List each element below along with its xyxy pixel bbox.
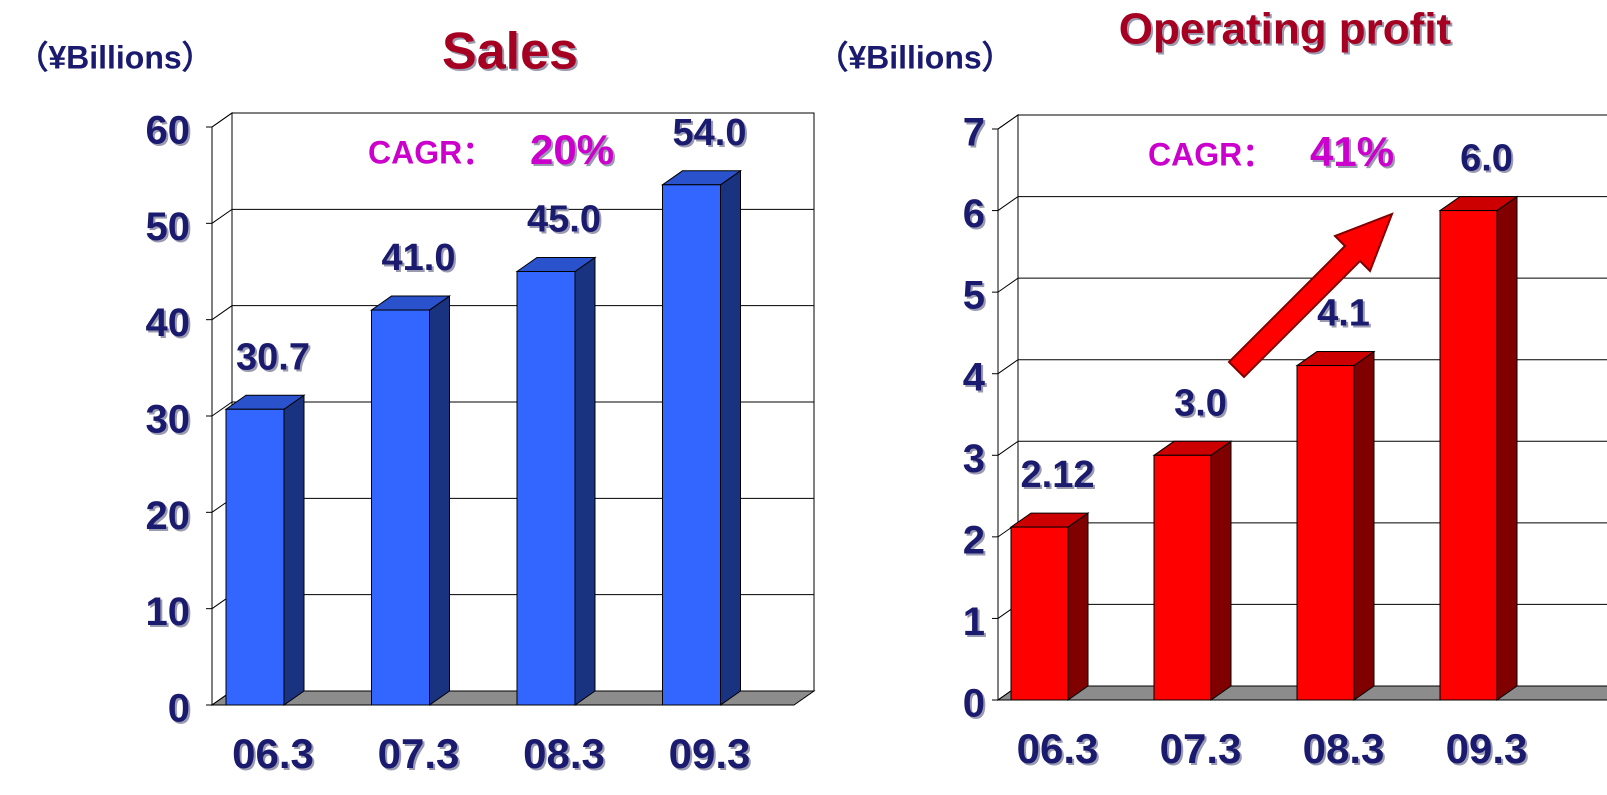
grid-line bbox=[211, 401, 814, 417]
y-axis-label: （¥Billions） bbox=[16, 39, 213, 75]
x-tick-label: 06.3 bbox=[232, 730, 314, 777]
grid-line bbox=[997, 114, 1607, 130]
chart-title: Operating profit bbox=[1119, 5, 1452, 54]
grid-line bbox=[997, 277, 1607, 293]
value-label: 45.0 bbox=[527, 199, 601, 241]
y-tick-label: 40 bbox=[146, 301, 191, 345]
bar bbox=[1439, 210, 1498, 701]
annotation-value: 41% bbox=[1310, 128, 1394, 175]
annotation-label: CAGR： bbox=[368, 134, 494, 170]
value-label: 41.0 bbox=[382, 237, 456, 279]
bar-side bbox=[1067, 512, 1089, 701]
bar-side bbox=[429, 295, 450, 706]
bar bbox=[1296, 365, 1355, 701]
y-tick-label: 50 bbox=[146, 205, 191, 249]
grid-line bbox=[997, 196, 1607, 211]
value-label: 54.0 bbox=[673, 112, 747, 154]
value-label: 2.12 bbox=[1021, 454, 1095, 496]
annotation-value: 20% bbox=[530, 126, 614, 173]
y-tick-label: 20 bbox=[146, 494, 191, 538]
y-tick-label: 30 bbox=[146, 398, 191, 442]
x-tick-label: 09.3 bbox=[669, 730, 751, 777]
y-tick-label: 60 bbox=[146, 109, 191, 153]
y-tick-label: 1 bbox=[963, 600, 985, 644]
y-tick-label: 10 bbox=[146, 590, 191, 634]
bar bbox=[1153, 454, 1212, 701]
y-axis-label: （¥Billions） bbox=[816, 39, 1013, 75]
value-label: 4.1 bbox=[1317, 293, 1370, 335]
x-tick-label: 08.3 bbox=[523, 730, 605, 777]
grid-line bbox=[211, 305, 814, 321]
x-tick-label: 09.3 bbox=[1446, 725, 1528, 772]
y-tick-label: 0 bbox=[168, 687, 190, 731]
bar-side bbox=[1353, 350, 1375, 701]
y-tick-label: 3 bbox=[963, 437, 985, 481]
bar-side bbox=[720, 169, 741, 706]
bar bbox=[371, 309, 430, 706]
annotation-label: CAGR： bbox=[1148, 136, 1274, 172]
y-tick-label: 0 bbox=[963, 682, 985, 726]
y-tick-label: 5 bbox=[963, 274, 985, 318]
grid-line bbox=[211, 208, 814, 224]
value-label: 6.0 bbox=[1460, 138, 1513, 180]
bar-side bbox=[1496, 195, 1518, 701]
grid-line bbox=[997, 359, 1607, 375]
bar bbox=[1010, 526, 1069, 701]
growth-arrow bbox=[1227, 212, 1394, 379]
y-tick-label: 2 bbox=[963, 518, 985, 562]
value-label: 3.0 bbox=[1174, 382, 1227, 424]
bar-side bbox=[574, 256, 596, 706]
x-tick-label: 06.3 bbox=[1017, 725, 1099, 772]
value-label: 30.7 bbox=[236, 336, 310, 378]
bar-side bbox=[1210, 440, 1232, 701]
bar bbox=[662, 184, 721, 706]
grid-line bbox=[997, 440, 1607, 456]
bar bbox=[516, 271, 576, 706]
y-tick-label: 6 bbox=[963, 192, 985, 236]
x-tick-label: 07.3 bbox=[1160, 725, 1242, 772]
y-tick-label: 7 bbox=[963, 111, 985, 155]
bar-side bbox=[283, 394, 305, 706]
chart-title: Sales bbox=[442, 23, 578, 81]
y-tick-label: 4 bbox=[963, 355, 986, 399]
x-tick-label: 07.3 bbox=[378, 730, 460, 777]
x-tick-label: 08.3 bbox=[1303, 725, 1385, 772]
bar bbox=[225, 408, 285, 706]
grid-line bbox=[211, 112, 814, 128]
